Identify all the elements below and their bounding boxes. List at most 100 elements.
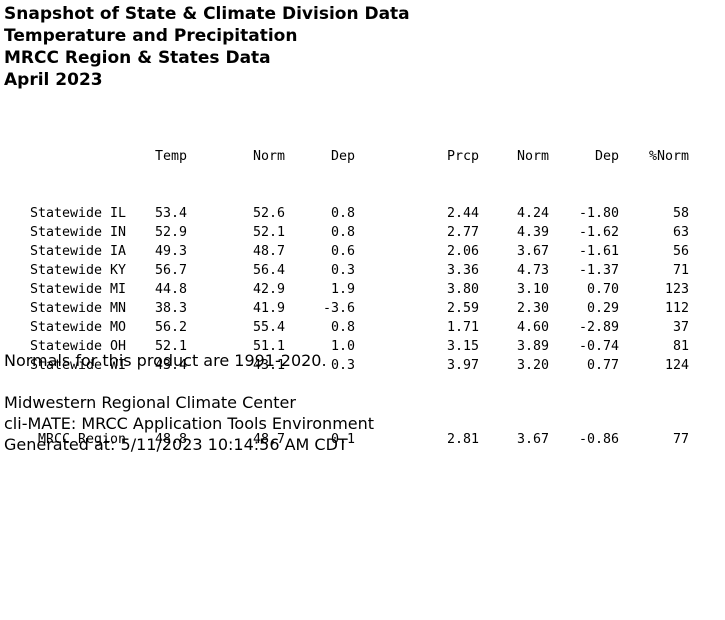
region-name: MRCC Region (38, 432, 127, 447)
cell-temp-norm: 43.1 (252, 358, 285, 373)
table-row: Statewide IN 52.9 52.1 0.8 2.77 4.39 -1.62 63 (0, 223, 725, 242)
table-row: Statewide IA 49.3 48.7 0.6 2.06 3.67 -1.61 56 (0, 242, 725, 261)
table-row: Statewide KY 56.7 56.4 0.3 3.36 4.73 -1.37 71 (0, 261, 725, 280)
cell-prcp-dep: -1.37 (578, 263, 619, 278)
cell-prcp: 2.77 (446, 225, 479, 240)
cell-prcp-norm: 2.30 (516, 301, 549, 316)
normals-note: Normals for this product are 1991-2020. (4, 351, 327, 370)
region-prcp: 2.81 (446, 432, 479, 447)
cell-state-name: Statewide OH (30, 339, 127, 354)
cell-temp-dep: 0.8 (330, 320, 355, 335)
cell-temp-norm: 52.6 (252, 206, 285, 221)
region-temp-norm: 48.7 (252, 432, 285, 447)
header-prcp-dep: Dep (594, 149, 619, 164)
title-line-2: Temperature and Precipitation (4, 26, 298, 46)
header-temp: Temp (154, 149, 187, 164)
cell-prcp: 3.36 (446, 263, 479, 278)
cell-temp: 52.9 (154, 225, 187, 240)
cell-prcp: 1.71 (446, 320, 479, 335)
table-row: Statewide WI 43.4 43.1 0.3 3.97 3.20 0.77 124 (0, 356, 725, 375)
cell-pct-norm: 58 (672, 206, 689, 221)
cell-prcp-norm: 3.10 (516, 282, 549, 297)
cell-pct-norm: 56 (672, 244, 689, 259)
table-row: Statewide OH 52.1 51.1 1.0 3.15 3.89 -0.74 81 (0, 337, 725, 356)
region-prcp-norm: 3.67 (516, 432, 549, 447)
cell-state-name: Statewide MN (30, 301, 127, 316)
cell-temp-dep: 0.8 (330, 206, 355, 221)
region-row: MRCC Region 48.8 48.7 0.1 2.81 3.67 -0.8… (0, 430, 725, 449)
title-line-4: April 2023 (4, 70, 103, 90)
cell-pct-norm: 124 (664, 358, 689, 373)
table-row: Statewide MN 38.3 41.9 -3.6 2.59 2.30 0.29 112 (0, 299, 725, 318)
cell-temp: 56.2 (154, 320, 187, 335)
cell-prcp-norm: 4.39 (516, 225, 549, 240)
cell-temp-dep: 0.6 (330, 244, 355, 259)
report-title: Snapshot of State & Climate Division Dat… (4, 3, 410, 91)
cell-prcp-dep: 0.70 (586, 282, 619, 297)
cell-prcp-norm: 4.73 (516, 263, 549, 278)
cell-prcp-dep: -1.62 (578, 225, 619, 240)
region-prcp-dep: -0.86 (578, 432, 619, 447)
footer-line-1: Midwestern Regional Climate Center (4, 393, 296, 412)
cell-temp-norm: 52.1 (252, 225, 285, 240)
header-temp-dep: Dep (330, 149, 355, 164)
cell-state-name: Statewide WI (30, 358, 127, 373)
region-temp: 48.8 (154, 432, 187, 447)
cell-state-name: Statewide KY (30, 263, 127, 278)
cell-temp-norm: 42.9 (252, 282, 285, 297)
cell-prcp: 2.06 (446, 244, 479, 259)
cell-state-name: Statewide MO (30, 320, 127, 335)
cell-temp: 44.8 (154, 282, 187, 297)
cell-temp-dep: 1.0 (330, 339, 355, 354)
cell-prcp: 2.59 (446, 301, 479, 316)
climate-data-table: Temp Norm Dep Prcp Norm Dep %Norm Statew… (0, 109, 725, 487)
title-line-3: MRCC Region & States Data (4, 48, 271, 68)
cell-temp-dep: 0.3 (330, 358, 355, 373)
table-row: Statewide IL 53.4 52.6 0.8 2.44 4.24 -1.80 58 (0, 204, 725, 223)
table-row: Statewide MI 44.8 42.9 1.9 3.80 3.10 0.70 123 (0, 280, 725, 299)
footer: Midwestern Regional Climate Center cli-M… (4, 392, 374, 455)
header-pct-norm: %Norm (648, 149, 689, 164)
header-prcp-norm: Norm (516, 149, 549, 164)
cell-prcp-norm: 4.24 (516, 206, 549, 221)
table-body: Statewide IL 53.4 52.6 0.8 2.44 4.24 -1.80 58 St… (0, 204, 725, 375)
footer-line-3: Generated at: 5/11/2023 10:14:56 AM CDT (4, 435, 348, 454)
cell-temp: 56.7 (154, 263, 187, 278)
region-temp-dep: 0.1 (330, 432, 355, 447)
cell-temp-dep: 0.3 (330, 263, 355, 278)
cell-prcp-norm: 3.20 (516, 358, 549, 373)
cell-prcp: 3.97 (446, 358, 479, 373)
cell-prcp-dep: 0.77 (586, 358, 619, 373)
cell-temp: 43.4 (154, 358, 187, 373)
header-prcp: Prcp (446, 149, 479, 164)
cell-pct-norm: 63 (672, 225, 689, 240)
cell-temp-norm: 51.1 (252, 339, 285, 354)
cell-prcp: 3.80 (446, 282, 479, 297)
cell-pct-norm: 81 (672, 339, 689, 354)
cell-temp: 53.4 (154, 206, 187, 221)
cell-pct-norm: 112 (664, 301, 689, 316)
table-row: Statewide MO 56.2 55.4 0.8 1.71 4.60 -2.89 37 (0, 318, 725, 337)
cell-prcp: 2.44 (446, 206, 479, 221)
cell-pct-norm: 37 (672, 320, 689, 335)
cell-temp-dep: 1.9 (330, 282, 355, 297)
header-temp-norm: Norm (252, 149, 285, 164)
cell-temp-dep: -3.6 (322, 301, 355, 316)
cell-temp-norm: 56.4 (252, 263, 285, 278)
cell-prcp-dep: -1.61 (578, 244, 619, 259)
cell-temp-norm: 55.4 (252, 320, 285, 335)
table-header-row: Temp Norm Dep Prcp Norm Dep %Norm (0, 147, 725, 166)
cell-state-name: Statewide IL (30, 206, 127, 221)
title-line-1: Snapshot of State & Climate Division Dat… (4, 4, 410, 24)
cell-state-name: Statewide IN (30, 225, 127, 240)
cell-pct-norm: 123 (664, 282, 689, 297)
cell-prcp-dep: -1.80 (578, 206, 619, 221)
cell-prcp-dep: -2.89 (578, 320, 619, 335)
region-pct-norm: 77 (672, 432, 689, 447)
cell-temp-dep: 0.8 (330, 225, 355, 240)
cell-state-name: Statewide IA (30, 244, 127, 259)
cell-prcp-norm: 4.60 (516, 320, 549, 335)
cell-temp-norm: 41.9 (252, 301, 285, 316)
cell-prcp-norm: 3.67 (516, 244, 549, 259)
cell-temp: 38.3 (154, 301, 187, 316)
